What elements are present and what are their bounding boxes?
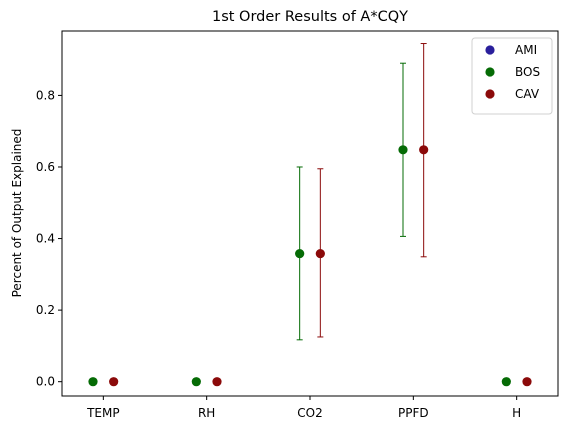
data-point (398, 145, 408, 155)
x-tick-label: PPFD (398, 406, 429, 420)
data-point (191, 377, 201, 387)
x-tick-label: H (512, 406, 521, 420)
y-tick-label: 0.0 (36, 375, 55, 389)
y-tick-label: 0.2 (36, 303, 55, 317)
x-tick-label: TEMP (86, 406, 120, 420)
data-point (419, 145, 429, 155)
data-point (88, 377, 98, 387)
legend-label: BOS (515, 65, 540, 79)
data-point (522, 377, 532, 387)
legend: AMI BOS CAV (471, 37, 553, 115)
y-axis-label: Percent of Output Explained (10, 129, 24, 298)
plot-area: 0.0 0.2 0.4 0.6 0.8 TEMP RH CO2 PPFD H (36, 30, 559, 420)
data-point (212, 377, 222, 387)
y-tick-label: 0.6 (36, 160, 55, 174)
data-point (315, 248, 325, 259)
data-point (295, 248, 305, 259)
data-point (501, 377, 511, 387)
legend-marker (485, 45, 495, 55)
x-tick-label: CO2 (297, 406, 322, 420)
legend-marker (485, 89, 495, 99)
legend-label: CAV (515, 87, 540, 101)
chart-title: 1st Order Results of A*CQY (212, 9, 408, 25)
y-tick-label: 0.4 (36, 232, 55, 246)
y-tick-label: 0.8 (36, 88, 55, 102)
x-tick-label: RH (198, 406, 215, 420)
data-point (109, 377, 119, 387)
legend-label: AMI (515, 43, 537, 57)
legend-marker (485, 67, 495, 77)
